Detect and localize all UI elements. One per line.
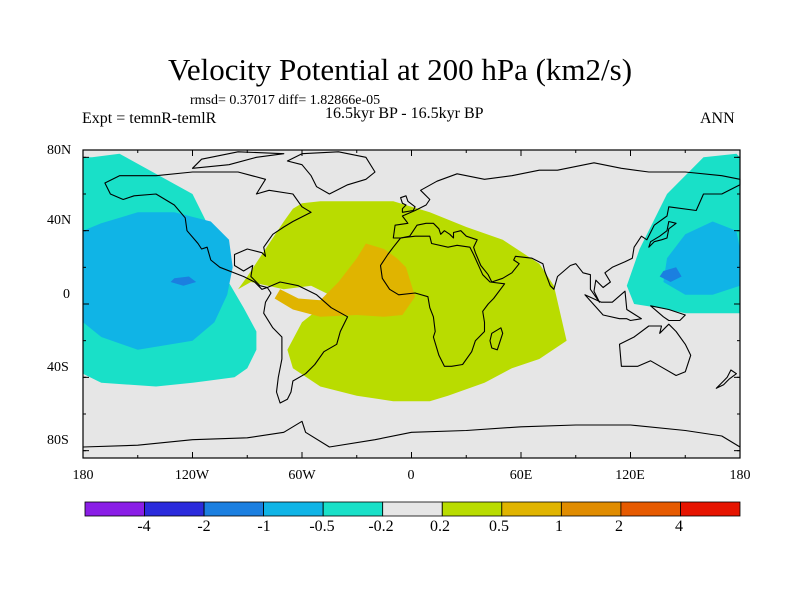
colorbar-swatch (501, 501, 562, 517)
colorbar-label: 4 (675, 518, 683, 535)
x-tick-180e: 180 (729, 468, 751, 483)
colorbar-label: -2 (197, 518, 211, 535)
coast-north-america (104, 171, 312, 290)
coast-indonesia (584, 290, 642, 322)
colorbar-label: -4 (137, 518, 151, 535)
colorbar-swatch (680, 501, 741, 517)
coast-africa (379, 235, 506, 367)
coast-madagascar (489, 327, 504, 351)
colorbar-swatch (441, 501, 503, 517)
colorbar-label: -1 (257, 518, 271, 535)
x-tick-180w: 180 (72, 468, 94, 483)
colorbar-swatch (263, 501, 324, 517)
coast-new-guinea (650, 305, 686, 322)
colorbar-label: -0.2 (368, 518, 394, 535)
colorbar-swatch (203, 501, 265, 517)
experiment-label: Expt = temnR-temlR (82, 110, 217, 127)
contour-fill-layer (83, 150, 740, 458)
season-label: ANN (700, 110, 735, 127)
coastline-layer (82, 151, 741, 448)
coast-antarctica (82, 420, 741, 448)
coast-arctic-islands (191, 151, 285, 169)
x-tick-0: 0 (407, 468, 415, 483)
colorbar-swatch (144, 501, 205, 517)
coast-eurasia (392, 162, 741, 303)
colorbar-swatch (322, 501, 384, 517)
colorbar-label: -0.5 (309, 518, 335, 535)
colorbar-label: 2 (615, 518, 623, 535)
colorbar-label: 0.2 (430, 518, 450, 535)
coast-new-zealand (715, 369, 737, 389)
coast-britain (400, 195, 416, 213)
colorbar-swatch (620, 501, 681, 517)
x-tick-120w: 120W (174, 468, 210, 483)
colorbar (84, 501, 741, 517)
coast-australia (618, 323, 692, 377)
x-tick-60e: 60E (509, 468, 533, 483)
y-tick-40n: 40N (47, 213, 72, 228)
colorbar-label: 0.5 (489, 518, 509, 535)
coast-japan (648, 220, 677, 248)
y-tick-0: 0 (63, 287, 70, 302)
orange-tropical-atlantic (274, 243, 416, 317)
colorbar-swatch (382, 501, 443, 517)
colorbar-swatch (561, 501, 622, 517)
coast-greenland (286, 151, 376, 195)
colorbar-swatch (84, 501, 145, 517)
plot-title: Velocity Potential at 200 hPa (km2/s) (167, 52, 633, 87)
coast-south-america (263, 281, 349, 404)
y-tick-80n: 80N (47, 143, 72, 158)
x-tick-120e: 120E (615, 468, 645, 483)
darkblue-central-pacific (170, 276, 197, 286)
period-label: 16.5kyr BP - 16.5kyr BP (325, 105, 484, 122)
colorbar-label: 1 (555, 518, 563, 535)
axis-ticks (82, 150, 741, 458)
darkblue-west-pacific (659, 267, 682, 282)
stats-line: rmsd= 0.37017 diff= 1.82866e-05 (190, 93, 381, 108)
x-tick-60w: 60W (288, 468, 316, 483)
y-tick-40s: 40S (47, 360, 69, 375)
y-tick-80s: 80S (47, 433, 69, 448)
blue-pacific-east (663, 221, 740, 295)
blue-pacific-west (83, 212, 233, 350)
